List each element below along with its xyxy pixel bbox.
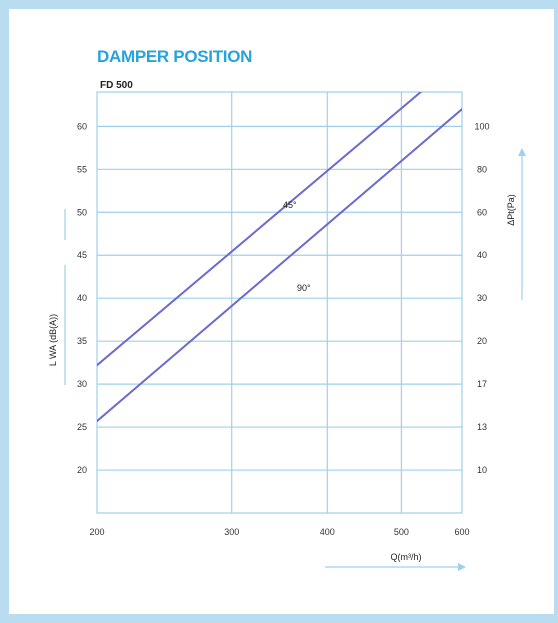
y-tick-label-left: 25 xyxy=(77,422,87,432)
y-tick-label-right: 13 xyxy=(477,422,487,432)
series-label-45: 45° xyxy=(283,200,297,210)
y-tick-label-left: 45 xyxy=(77,250,87,260)
x-tick-label: 200 xyxy=(89,527,104,537)
chart-title: DAMPER POSITION xyxy=(97,47,253,66)
y-tick-label-right: 10 xyxy=(477,465,487,475)
x-axis-label: Q(m³/h) xyxy=(391,552,422,562)
series-line xyxy=(97,92,422,367)
y-tick-label-right: 40 xyxy=(477,250,487,260)
tick-labels: 200 300 400 500 600 20 10 25 13 30 17 35 20 40 30 45 40 5… xyxy=(77,121,490,537)
y-tick-label-right: 100 xyxy=(474,121,489,131)
y-tick-label-left: 20 xyxy=(77,465,87,475)
grid xyxy=(97,92,462,513)
series-label-90: 90° xyxy=(297,283,311,293)
y-tick-label-left: 60 xyxy=(77,121,87,131)
y-tick-label-left: 50 xyxy=(77,207,87,217)
y-axis-label-right: ΔPt(Pa) xyxy=(506,194,516,226)
y-tick-label-right: 20 xyxy=(477,336,487,346)
y-axis-right-arrowhead xyxy=(518,148,526,156)
x-tick-label: 400 xyxy=(320,527,335,537)
y-tick-label-left: 55 xyxy=(77,164,87,174)
y-tick-label-left: 35 xyxy=(77,336,87,346)
x-axis-arrowhead xyxy=(458,563,466,571)
y-axis-label-left: L WA (dB(A)) xyxy=(48,314,58,366)
y-tick-label-right: 60 xyxy=(477,207,487,217)
chart-subtitle: FD 500 xyxy=(100,80,133,91)
x-tick-label: 500 xyxy=(394,527,409,537)
y-tick-label-left: 30 xyxy=(77,379,87,389)
y-tick-label-right: 80 xyxy=(477,164,487,174)
series xyxy=(97,92,462,423)
y-tick-label-right: 17 xyxy=(477,379,487,389)
y-tick-label-right: 30 xyxy=(477,293,487,303)
curve-labels: 45° 90° xyxy=(283,200,311,293)
x-tick-label: 300 xyxy=(224,527,239,537)
x-tick-label: 600 xyxy=(454,527,469,537)
series-line xyxy=(97,108,462,423)
y-tick-label-left: 40 xyxy=(77,293,87,303)
plot-border xyxy=(96,91,463,514)
